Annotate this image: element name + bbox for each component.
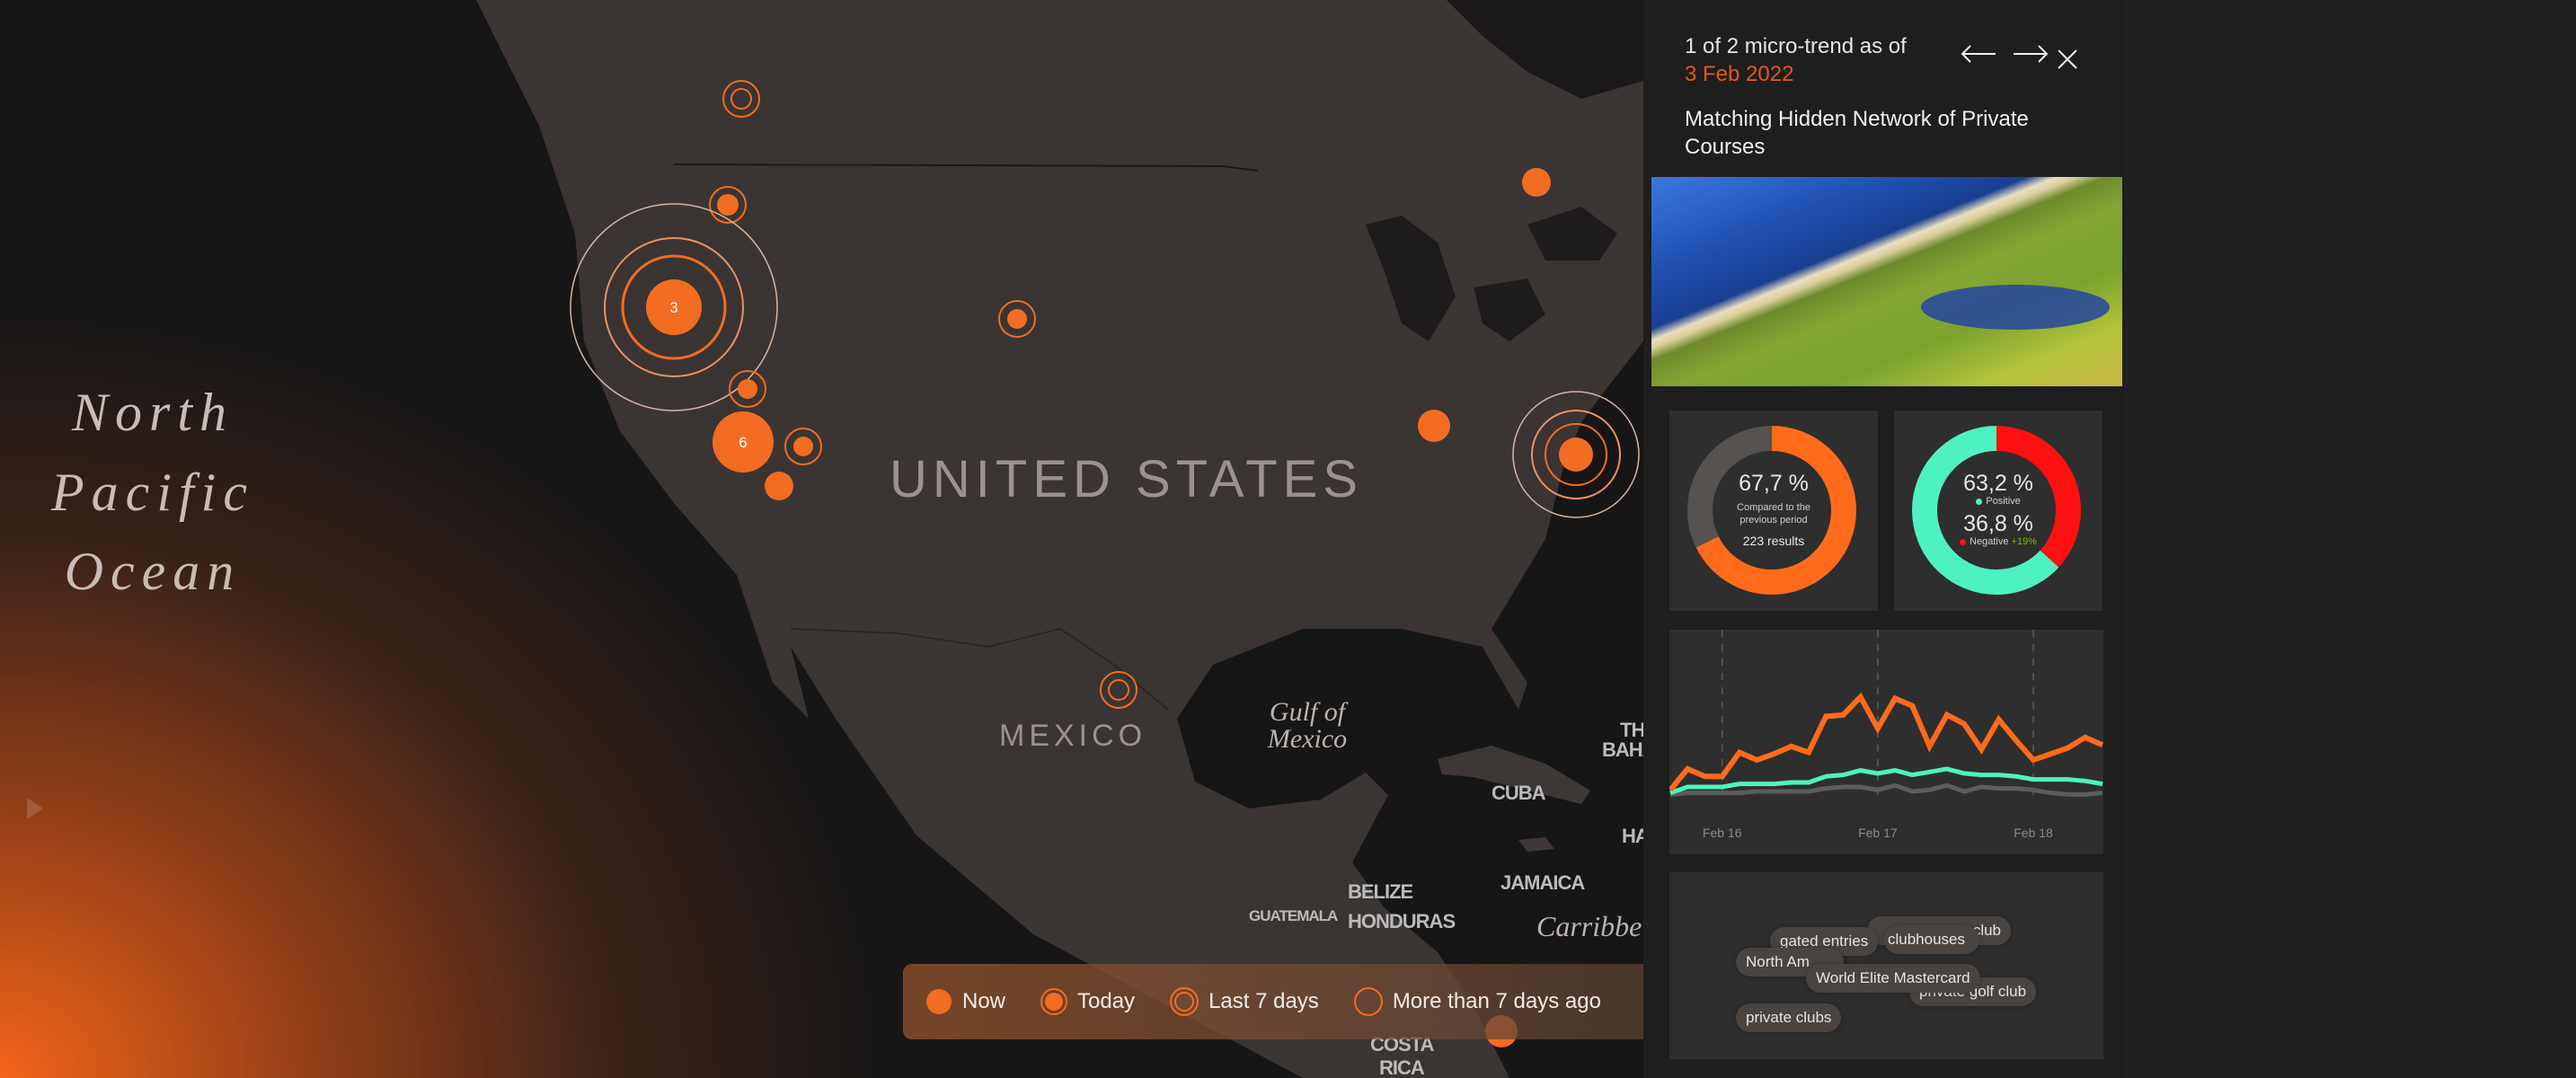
positive-label: Positive: [1894, 495, 2102, 508]
x-tick-label: Feb 16: [1703, 826, 1742, 840]
sentiment-donut-card: 63,2 % Positive 36,8 % Negative +19%: [1894, 411, 2102, 611]
close-icon[interactable]: [2058, 49, 2077, 69]
sentiment-donut-chart: [1912, 426, 2081, 595]
series-line: [1668, 692, 2104, 792]
micro-trend-panel: 1 of 2 micro-trend as of 3 Feb 2022 Matc…: [1643, 0, 2125, 1078]
keyword-chip[interactable]: World Elite Mastercard: [1806, 964, 1980, 993]
double-ring-icon: [1170, 987, 1199, 1016]
label-bahamas-1: TH: [1620, 719, 1643, 741]
label-mexico: MEXICO: [999, 719, 1147, 753]
gulf-line1: Gulf of: [1269, 697, 1346, 727]
north-america-landmass: [476, 0, 1643, 1078]
legend-item-more-than-7-days[interactable]: More than 7 days ago: [1353, 986, 1601, 1017]
negative-change: +19%: [2011, 536, 2037, 547]
keyword-chip[interactable]: clubhouses: [1884, 925, 1979, 954]
dot-ring-icon: [1040, 988, 1068, 1015]
trend-counter: 1 of 2 micro-trend as of: [1685, 34, 1907, 58]
keyword-chip[interactable]: gated entries: [1770, 927, 1879, 956]
label-guatemala: GUATEMALA: [1249, 907, 1338, 924]
single-ring-icon: [1353, 987, 1383, 1016]
trend-line-card: Feb 16 Feb 17 Feb 18: [1668, 630, 2104, 854]
ocean-label-line1: North: [71, 383, 235, 442]
next-arrow-icon[interactable]: [2012, 43, 2049, 65]
label-belize: BELIZE: [1348, 880, 1413, 903]
positive-text: Positive: [1986, 496, 2021, 507]
positive-percentage: 63,2 %: [1963, 471, 2033, 496]
keyword-cloud-card: club clubhouses gated entries North Am p…: [1669, 872, 2103, 1059]
label-costa-rica-2: RICA: [1379, 1056, 1425, 1078]
ocean-label-line2: Pacific: [51, 463, 254, 522]
results-count: 223 results: [1742, 534, 1805, 548]
legend-label: Now: [962, 989, 1006, 1013]
trend-title: Matching Hidden Network of Private Cours…: [1685, 107, 2029, 159]
x-tick-label: Feb 18: [2014, 826, 2053, 840]
label-honduras: HONDURAS: [1348, 910, 1456, 932]
filled-dot-icon: [926, 989, 952, 1014]
series-line: [1669, 782, 2103, 797]
series-line: [1669, 766, 2103, 796]
negative-text: Negative: [1970, 536, 2009, 547]
volume-donut-card: 67,7 % Compared to the previous period 22…: [1669, 411, 1878, 611]
ocean-label-line3: Ocean: [64, 542, 242, 601]
label-bahamas-2: BAHA: [1602, 738, 1643, 761]
label-united-states: UNITED STATES: [890, 450, 1363, 508]
x-tick-label: Feb 17: [1858, 826, 1898, 840]
label-gulf-of-mexico: Gulf of Mexico: [1240, 699, 1375, 753]
volume-donut-chart: [1687, 426, 1856, 595]
label-cuba: CUBA: [1492, 782, 1546, 804]
label-caribbean: Carribbe: [1536, 910, 1642, 942]
map-legend: Now Today Last 7 days More than 7 days a…: [903, 964, 1643, 1039]
panel-header: 1 of 2 micro-trend as of 3 Feb 2022: [1685, 32, 1907, 88]
positive-dot-icon: [1976, 498, 1983, 505]
legend-label: Last 7 days: [1208, 989, 1319, 1013]
negative-percentage: 36,8 %: [1963, 511, 2033, 536]
donut-segment: [1687, 426, 1856, 595]
comparison-caption: Compared to the previous period: [1669, 501, 1878, 526]
trend-date: 3 Feb 2022: [1685, 62, 1794, 86]
label-jamaica: JAMAICA: [1500, 871, 1585, 894]
negative-label: Negative +19%: [1894, 535, 2102, 548]
donut-segment: [1912, 426, 2081, 595]
legend-item-last-7-days[interactable]: Last 7 days: [1169, 986, 1319, 1017]
gulf-line2: Mexico: [1267, 724, 1348, 754]
volume-percentage: 67,7 %: [1739, 471, 1809, 496]
caption-line1: Compared to the: [1737, 502, 1810, 513]
legend-item-today[interactable]: Today: [1040, 987, 1135, 1016]
legend-label: Today: [1077, 989, 1136, 1013]
golf-course-photo: [1651, 177, 2122, 386]
label-haiti: HA: [1622, 825, 1643, 847]
legend-label: More than 7 days ago: [1392, 989, 1601, 1013]
map[interactable]: North Pacific Ocean UNITED STATES MEXICO…: [0, 0, 1643, 1078]
previous-arrow-icon[interactable]: [1960, 43, 1997, 65]
caption-line2: previous period: [1739, 515, 1808, 526]
keyword-chip[interactable]: private clubs: [1736, 1003, 1842, 1032]
trend-line-chart: Feb 16 Feb 17 Feb 18: [1668, 630, 2104, 840]
negative-dot-icon: [1960, 538, 1967, 545]
jamaica-island: [1518, 837, 1554, 852]
legend-item-now[interactable]: Now: [925, 987, 1005, 1016]
